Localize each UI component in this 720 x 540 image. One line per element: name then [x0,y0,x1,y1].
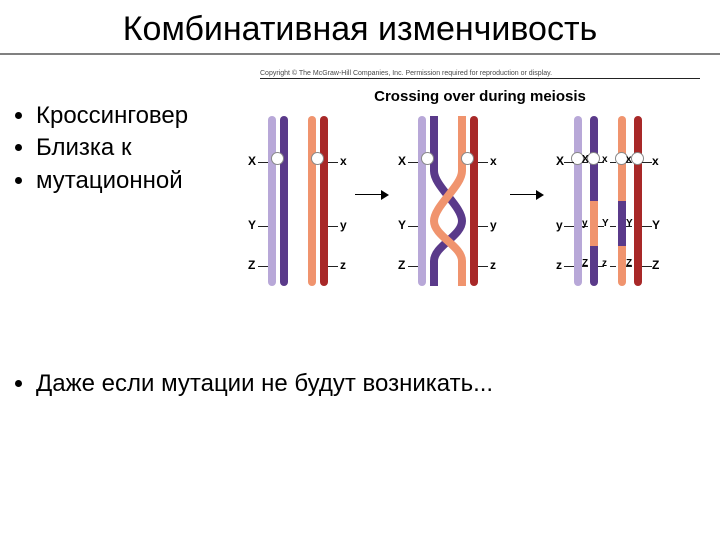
label-z: z [602,258,607,269]
centromere-icon [421,152,434,165]
label-z: z [556,258,562,272]
centromere-icon [461,152,474,165]
bottom-bullet-list: Даже если мутации не будут возникать... [14,370,493,398]
label-x: x [490,154,497,168]
tick [328,226,338,227]
crossing-over-diagram: Copyright © The McGraw-Hill Companies, I… [250,70,710,310]
label-Y: Y [248,218,256,232]
bullet-mutational: мутационной [36,165,188,197]
figure-title: Crossing over during meiosis [250,88,710,105]
bullet-close-to: Близка к [36,132,188,164]
tick [478,226,488,227]
tick [564,162,574,163]
chromatid-3c-seg2 [618,201,626,246]
label-Z: Z [398,258,405,272]
label-x: x [602,154,608,165]
tick [478,162,488,163]
bullet-crossingover: Кроссинговер [36,100,188,132]
arrow-icon [510,190,544,200]
tick [610,226,616,227]
label-z: z [340,258,346,272]
bullet-even-if: Даже если мутации не будут возникать... [36,370,493,398]
label-Z: Z [626,258,632,269]
page-title: Комбинативная изменчивость [0,10,720,49]
tick [642,266,652,267]
centromere-icon [631,152,644,165]
chromatid-1b [280,116,288,286]
tick [408,162,418,163]
label-X: X [556,154,564,168]
label-y: y [490,218,497,232]
tick [258,226,268,227]
tick [642,226,652,227]
tick [408,226,418,227]
tick [564,266,574,267]
copyright-line: Copyright © The McGraw-Hill Companies, I… [260,70,700,79]
chromatid-3b-seg3 [590,246,598,286]
tick [610,266,616,267]
chromatid-3d [634,116,642,286]
arrow-icon [355,190,389,200]
tick [610,162,616,163]
label-y: y [582,218,588,229]
label-z: z [490,258,496,272]
chromatid-3a [574,116,582,286]
chromatid-1a [268,116,276,286]
label-Y: Y [602,218,609,229]
tick [478,266,488,267]
chromatid-3b-seg2 [590,201,598,246]
centromere-icon [271,152,284,165]
label-Y: Y [652,218,660,232]
crossover-svg [400,116,500,286]
label-Y: Y [398,218,406,232]
tick [642,162,652,163]
label-Y: Y [626,218,633,229]
label-y: y [340,218,347,232]
label-Z: Z [248,258,255,272]
label-y: y [556,218,563,232]
label-Z: Z [652,258,659,272]
label-X: X [248,154,256,168]
tick [564,226,574,227]
label-Z: Z [582,258,588,269]
label-x: x [626,154,632,165]
label-X: X [398,154,406,168]
label-x: x [340,154,347,168]
centromere-icon [311,152,324,165]
left-bullet-list: Кроссинговер Близка к мутационной [14,100,188,197]
chromatid-1d [320,116,328,286]
chromatid-3c-seg3 [618,246,626,286]
tick [328,266,338,267]
label-X: X [582,154,589,165]
label-x: x [652,154,659,168]
tick [258,162,268,163]
title-bar: Комбинативная изменчивость [0,0,720,55]
tick [328,162,338,163]
chromatid-1c [308,116,316,286]
tick [408,266,418,267]
tick [258,266,268,267]
